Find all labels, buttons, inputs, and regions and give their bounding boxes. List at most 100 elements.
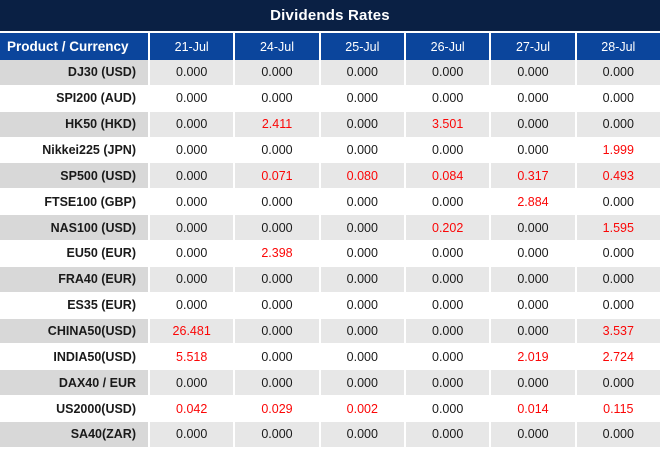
value-cell: 0.493 — [576, 163, 660, 189]
value-cell: 0.000 — [320, 422, 404, 447]
value-cell: 0.000 — [235, 318, 319, 344]
value-cell: 0.317 — [491, 163, 575, 189]
row-label: US2000(USD) — [0, 396, 148, 422]
value-cell: 0.000 — [405, 396, 490, 422]
value-cell: 0.000 — [320, 344, 404, 370]
value-cell: 0.000 — [405, 266, 490, 292]
value-cell: 0.000 — [491, 370, 575, 396]
value-cell: 0.000 — [150, 60, 234, 85]
value-cell: 0.014 — [491, 396, 575, 422]
row-label: INDIA50(USD) — [0, 344, 148, 370]
value-cell: 0.071 — [235, 163, 319, 189]
value-cell: 2.884 — [491, 189, 575, 215]
header-cell-date: 28-Jul — [576, 33, 660, 60]
row-label: Nikkei225 (JPN) — [0, 137, 148, 163]
value-cell: 0.029 — [235, 396, 319, 422]
value-cell: 0.000 — [235, 85, 319, 111]
value-cell: 3.537 — [576, 318, 660, 344]
value-cell: 0.000 — [491, 85, 575, 111]
value-cell: 0.000 — [491, 318, 575, 344]
value-cell: 0.000 — [235, 422, 319, 447]
table-row: SPI200 (AUD) 0.000 0.000 0.000 0.000 0.000 0.0… — [0, 85, 660, 112]
value-cell: 0.042 — [150, 396, 234, 422]
value-cell: 0.000 — [235, 189, 319, 215]
value-cell: 3.501 — [405, 111, 490, 137]
value-cell: 0.000 — [320, 292, 404, 318]
value-cell: 0.000 — [576, 266, 660, 292]
value-cell: 5.518 — [150, 344, 234, 370]
row-label: FRA40 (EUR) — [0, 266, 148, 292]
table-row: HK50 (HKD) 0.000 2.411 0.000 3.501 0.000 0.000 — [0, 111, 660, 138]
table-row: FTSE100 (GBP) 0.000 0.000 0.000 0.000 2.884 0.… — [0, 189, 660, 216]
row-label: SP500 (USD) — [0, 163, 148, 189]
value-cell: 0.000 — [576, 370, 660, 396]
value-cell: 0.000 — [320, 318, 404, 344]
value-cell: 0.000 — [320, 111, 404, 137]
value-cell: 0.000 — [405, 370, 490, 396]
value-cell: 2.411 — [235, 111, 319, 137]
value-cell: 0.000 — [150, 111, 234, 137]
value-cell: 0.000 — [320, 215, 404, 241]
table-row: INDIA50(USD) 5.518 0.000 0.000 0.000 2.019 2.7… — [0, 344, 660, 371]
value-cell: 0.115 — [576, 396, 660, 422]
header-cell-date: 21-Jul — [150, 33, 234, 60]
value-cell: 0.000 — [576, 111, 660, 137]
table-row: DAX40 / EUR 0.000 0.000 0.000 0.000 0.000 0.00… — [0, 370, 660, 397]
value-cell: 1.595 — [576, 215, 660, 241]
header-cell-date: 25-Jul — [320, 33, 404, 60]
row-label: NAS100 (USD) — [0, 215, 148, 241]
value-cell: 0.000 — [405, 189, 490, 215]
table-row: EU50 (EUR) 0.000 2.398 0.000 0.000 0.000 0.000 — [0, 241, 660, 267]
value-cell: 0.080 — [320, 163, 404, 189]
dividends-table-body: DJ30 (USD) 0.000 0.000 0.000 0.000 0.000 0.000… — [0, 60, 660, 448]
value-cell: 0.000 — [576, 241, 660, 266]
value-cell: 0.000 — [405, 292, 490, 318]
value-cell: 0.000 — [576, 85, 660, 111]
value-cell: 0.000 — [235, 60, 319, 85]
value-cell: 0.000 — [150, 422, 234, 447]
table-row: CHINA50(USD) 26.481 0.000 0.000 0.000 0.000 3.… — [0, 318, 660, 345]
value-cell: 0.000 — [491, 422, 575, 447]
value-cell: 0.002 — [320, 396, 404, 422]
value-cell: 0.000 — [150, 215, 234, 241]
table-row: Nikkei225 (JPN) 0.000 0.000 0.000 0.000 0.000… — [0, 137, 660, 164]
row-label: CHINA50(USD) — [0, 318, 148, 344]
value-cell: 0.000 — [405, 422, 490, 447]
value-cell: 0.000 — [235, 137, 319, 163]
value-cell: 0.000 — [235, 292, 319, 318]
table-row: SP500 (USD) 0.000 0.071 0.080 0.084 0.317 0.49… — [0, 163, 660, 190]
value-cell: 0.000 — [405, 137, 490, 163]
value-cell: 0.000 — [405, 85, 490, 111]
value-cell: 2.398 — [235, 241, 319, 266]
value-cell: 0.000 — [320, 241, 404, 266]
header-cell-date: 24-Jul — [235, 33, 319, 60]
value-cell: 0.000 — [150, 266, 234, 292]
value-cell: 0.000 — [576, 60, 660, 85]
value-cell: 0.000 — [491, 292, 575, 318]
value-cell: 0.000 — [405, 241, 490, 266]
header-cell-date: 27-Jul — [491, 33, 575, 60]
value-cell: 0.000 — [491, 266, 575, 292]
table-row: FRA40 (EUR) 0.000 0.000 0.000 0.000 0.000 0.00… — [0, 266, 660, 293]
value-cell: 0.000 — [320, 60, 404, 85]
divider — [0, 31, 660, 33]
value-cell: 0.000 — [405, 60, 490, 85]
value-cell: 0.000 — [491, 137, 575, 163]
row-label: EU50 (EUR) — [0, 241, 148, 266]
value-cell: 0.000 — [491, 111, 575, 137]
table-row: DJ30 (USD) 0.000 0.000 0.000 0.000 0.000 0.000 — [0, 60, 660, 86]
value-cell: 0.000 — [491, 215, 575, 241]
value-cell: 0.000 — [150, 241, 234, 266]
value-cell: 0.000 — [320, 370, 404, 396]
row-label: ES35 (EUR) — [0, 292, 148, 318]
value-cell: 0.000 — [405, 318, 490, 344]
table-row: ES35 (EUR) 0.000 0.000 0.000 0.000 0.000 0.000 — [0, 292, 660, 319]
title-bar: Dividends Rates — [0, 0, 660, 31]
value-cell: 0.000 — [491, 241, 575, 266]
value-cell: 0.000 — [150, 85, 234, 111]
table-row: US2000(USD) 0.042 0.029 0.002 0.000 0.014 0.11… — [0, 396, 660, 423]
value-cell: 0.000 — [576, 292, 660, 318]
value-cell: 0.000 — [150, 137, 234, 163]
table-row: SA40(ZAR) 0.000 0.000 0.000 0.000 0.000 0.000 — [0, 422, 660, 448]
